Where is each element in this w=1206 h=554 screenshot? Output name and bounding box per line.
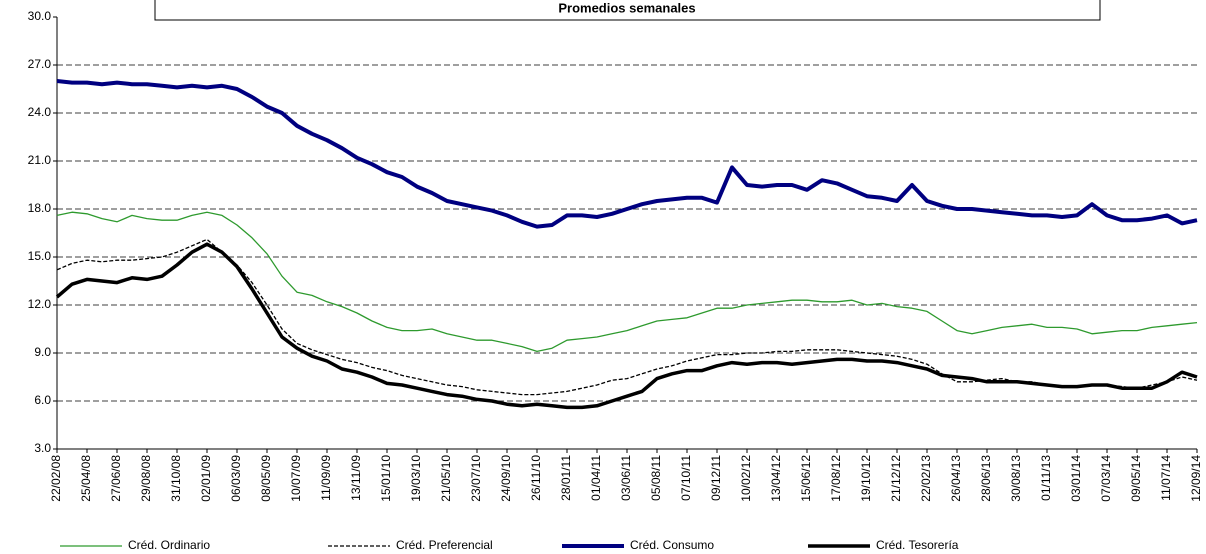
x-tick-label: 11/07/14 bbox=[1159, 455, 1173, 501]
x-tick-label: 25/04/08 bbox=[79, 455, 93, 502]
x-tick-label: 09/05/14 bbox=[1129, 455, 1143, 502]
y-tick-label: 15.0 bbox=[28, 249, 52, 263]
x-tick-label: 03/06/11 bbox=[619, 455, 633, 501]
x-tick-label: 09/12/11 bbox=[709, 455, 723, 501]
x-tick-label: 30/08/13 bbox=[1009, 455, 1023, 502]
x-tick-label: 03/01/14 bbox=[1069, 455, 1083, 502]
x-tick-label: 21/12/12 bbox=[889, 455, 903, 502]
x-tick-label: 29/08/08 bbox=[139, 455, 153, 502]
x-tick-label: 17/08/12 bbox=[829, 455, 843, 502]
x-tick-label: 24/09/10 bbox=[499, 455, 513, 502]
legend-label: Créd. Ordinario bbox=[128, 538, 210, 552]
x-tick-label: 10/07/09 bbox=[289, 455, 303, 502]
x-tick-label: 06/03/09 bbox=[229, 455, 243, 502]
x-tick-label: 15/06/12 bbox=[799, 455, 813, 502]
x-tick-label: 13/11/09 bbox=[349, 455, 363, 501]
x-tick-label: 08/05/09 bbox=[259, 455, 273, 502]
series-line bbox=[56, 238, 1198, 396]
x-tick-label: 21/05/10 bbox=[439, 455, 453, 502]
x-tick-label: 22/02/13 bbox=[919, 455, 933, 502]
y-tick-label: 12.0 bbox=[28, 297, 52, 311]
x-tick-label: 23/07/10 bbox=[469, 455, 483, 502]
x-tick-label: 27/06/08 bbox=[109, 455, 123, 502]
y-tick-label: 24.0 bbox=[28, 105, 52, 119]
legend-label: Créd. Tesorería bbox=[876, 538, 959, 552]
x-tick-label: 15/01/10 bbox=[379, 455, 393, 502]
x-tick-label: 13/04/12 bbox=[769, 455, 783, 502]
y-tick-label: 27.0 bbox=[28, 57, 52, 71]
chart-title: Promedios semanales bbox=[558, 0, 695, 15]
x-tick-label: 11/09/09 bbox=[319, 455, 333, 501]
x-tick-label: 10/02/12 bbox=[739, 455, 753, 502]
x-tick-label: 05/08/11 bbox=[649, 455, 663, 501]
x-tick-label: 26/11/10 bbox=[529, 455, 543, 501]
x-tick-label: 07/03/14 bbox=[1099, 455, 1113, 502]
series-line bbox=[56, 211, 1198, 353]
x-tick-label: 22/02/08 bbox=[49, 455, 63, 502]
x-tick-label: 02/01/09 bbox=[199, 455, 213, 502]
series-line bbox=[55, 242, 1198, 410]
x-tick-label: 19/03/10 bbox=[409, 455, 423, 502]
x-tick-label: 19/10/12 bbox=[859, 455, 873, 502]
legend-label: Créd. Consumo bbox=[630, 538, 714, 552]
y-tick-label: 6.0 bbox=[34, 393, 51, 407]
x-tick-label: 01/11/13 bbox=[1039, 455, 1053, 501]
x-tick-label: 31/10/08 bbox=[169, 455, 183, 502]
x-tick-label: 26/04/13 bbox=[949, 455, 963, 502]
x-tick-label: 01/04/11 bbox=[589, 455, 603, 501]
y-tick-label: 9.0 bbox=[34, 345, 51, 359]
x-tick-label: 12/09/14 bbox=[1189, 455, 1203, 502]
y-tick-label: 21.0 bbox=[28, 153, 52, 167]
legend-label: Créd. Preferencial bbox=[396, 538, 493, 552]
x-tick-label: 28/01/11 bbox=[559, 455, 573, 501]
y-tick-label: 3.0 bbox=[34, 441, 51, 455]
y-tick-label: 30.0 bbox=[28, 9, 52, 23]
y-tick-label: 18.0 bbox=[28, 201, 52, 215]
x-tick-label: 07/10/11 bbox=[679, 455, 693, 501]
title-box bbox=[154, 0, 1101, 21]
x-tick-label: 28/06/13 bbox=[979, 455, 993, 502]
series-line bbox=[56, 79, 1198, 229]
